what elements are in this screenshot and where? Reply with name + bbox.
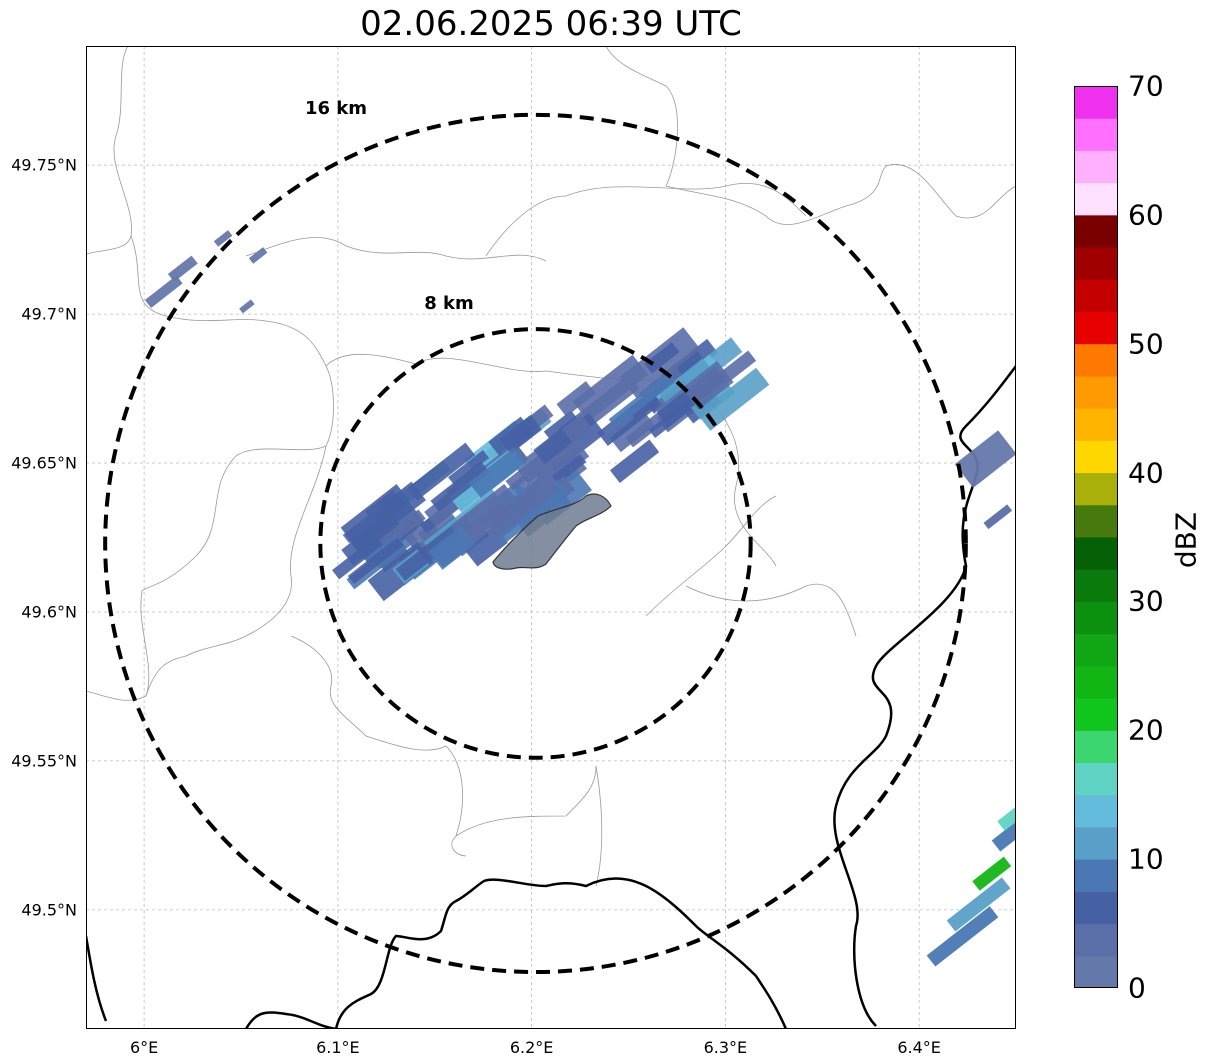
echo-cell: [239, 299, 255, 314]
echo-cell: [552, 454, 587, 484]
colorbar-tick: 40: [1128, 456, 1164, 490]
echo-cell: [691, 380, 735, 420]
country-border: [86, 365, 1016, 1029]
lat-label: 49.5°N: [21, 900, 77, 920]
echo-cell: [468, 447, 527, 498]
gridlines: [86, 46, 1016, 1029]
colorbar-segment: [1074, 794, 1118, 828]
lat-label: 49.6°N: [21, 602, 77, 622]
colorbar-segment: [1074, 601, 1118, 635]
echo-cell: [450, 483, 515, 539]
map-title: 02.06.2025 06:39 UTC: [360, 4, 742, 44]
colorbar-segment: [1074, 375, 1118, 409]
colorbar-segment: [1074, 279, 1118, 312]
echo-cell: [697, 367, 770, 431]
colorbar-segment: [1074, 826, 1118, 860]
lat-label: 49.75°N: [11, 155, 77, 175]
echo-cell: [341, 511, 403, 566]
echo-cell: [991, 815, 1016, 852]
colorbar-segment: [1074, 214, 1118, 248]
lat-label: 49.65°N: [11, 453, 77, 473]
colorbar-tick: 30: [1128, 584, 1164, 618]
lon-label: 6.3°E: [703, 1038, 748, 1057]
echo-cell: [213, 230, 233, 247]
colorbar-tick: 0: [1128, 971, 1146, 1005]
colorbar-segment: [1074, 730, 1118, 763]
echo-cell: [972, 856, 1012, 891]
colorbar-segment: [1074, 923, 1118, 957]
echo-cell: [997, 802, 1016, 831]
colorbar-segment: [1074, 247, 1118, 280]
colorbar-segment: [1074, 955, 1118, 988]
echo-cell: [448, 449, 490, 486]
echo-cell: [499, 414, 542, 454]
echo-cell: [658, 358, 710, 403]
colorbar-segment: [1074, 182, 1118, 216]
echo-cell: [533, 428, 573, 465]
range-ring: [318, 327, 753, 760]
echo-cell: [144, 275, 183, 308]
ring-label-16km: 16 km: [305, 98, 367, 119]
colorbar-segment: [1074, 472, 1118, 506]
colorbar-tick: 20: [1128, 713, 1164, 747]
echo-cell: [609, 439, 660, 483]
echo-cell: [428, 525, 476, 570]
echo-cell: [954, 430, 1016, 488]
colorbar-tick: 50: [1128, 327, 1164, 361]
lon-label: 6.1°E: [316, 1038, 360, 1057]
colorbar-segment: [1074, 343, 1118, 377]
echo-cell: [983, 504, 1013, 530]
colorbar-segment: [1074, 118, 1118, 151]
colorbar-tick: 10: [1128, 842, 1164, 876]
colorbar-tick: 60: [1128, 198, 1164, 232]
echo-cell: [430, 461, 490, 512]
colorbar-segment: [1074, 504, 1118, 538]
colorbar: [1074, 86, 1118, 988]
lon-label: 6.2°E: [509, 1038, 554, 1057]
echo-cell: [167, 255, 198, 282]
echo-cell: [946, 877, 1011, 932]
colorbar-segment: [1074, 633, 1118, 667]
colorbar-segment: [1074, 762, 1118, 796]
colorbar-segment: [1074, 665, 1118, 699]
lat-label: 49.7°N: [21, 304, 77, 324]
colorbar-segment: [1074, 150, 1118, 184]
colorbar-tick: 70: [1128, 69, 1164, 103]
echo-cell: [926, 906, 999, 967]
ring-label-8km: 8 km: [424, 293, 474, 314]
colorbar-segment: [1074, 311, 1118, 345]
echo-cell: [609, 411, 655, 453]
radar-echoes: [144, 230, 1016, 967]
colorbar-label: dBZ: [1169, 511, 1203, 569]
colorbar-segment: [1074, 569, 1118, 602]
echo-cell: [407, 442, 476, 501]
colorbar-segment: [1074, 408, 1118, 441]
colorbar-segment: [1074, 891, 1118, 925]
lat-label: 49.55°N: [11, 751, 77, 771]
range-ring: [103, 112, 968, 975]
colorbar-segment: [1074, 86, 1118, 119]
city-area: [492, 493, 612, 570]
echo-cell: [248, 247, 268, 264]
echo-cell: [644, 342, 680, 374]
admin-boundaries: [86, 46, 1016, 887]
echo-cell: [608, 372, 676, 429]
lon-label: 6°E: [129, 1038, 159, 1057]
colorbar-segment: [1074, 859, 1118, 892]
echo-cell: [347, 537, 404, 585]
radar-map: 16 km 8 km: [86, 46, 1016, 1029]
echo-cell: [485, 473, 559, 538]
range-rings: [103, 112, 968, 975]
colorbar-segment: [1074, 537, 1118, 570]
echo-cell: [556, 381, 596, 417]
lon-label: 6.4°E: [897, 1038, 941, 1057]
colorbar-segment: [1074, 698, 1118, 731]
colorbar-segment: [1074, 440, 1118, 474]
